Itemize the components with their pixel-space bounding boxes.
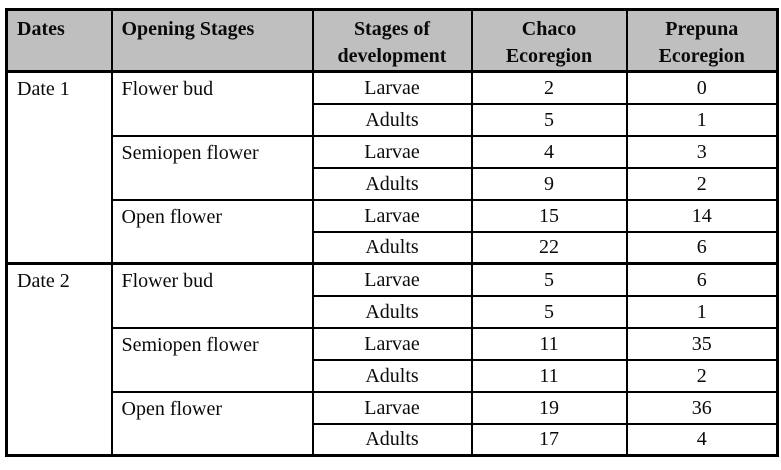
cell-opening-stage: Flower bud: [110, 70, 314, 137]
cell-prepuna-value: 1: [625, 294, 779, 329]
cell-opening-stage: Open flower: [110, 198, 314, 265]
cell-opening-stage: Flower bud: [110, 262, 314, 329]
cell-prepuna-value: 1: [625, 102, 779, 137]
table-row: Adults 5 1: [7, 294, 779, 329]
cell-prepuna-value: 6: [625, 230, 779, 265]
table-row: Date 1 Flower bud Larvae 2 0: [5, 70, 779, 265]
cell-chaco-value: 17: [470, 422, 628, 457]
cell-prepuna-value: 3: [625, 134, 779, 169]
table-row: Adults 9 2: [7, 166, 779, 201]
cell-chaco-value: 5: [470, 102, 628, 137]
cell-chaco-value: 11: [470, 358, 628, 393]
cell-chaco-value: 15: [470, 198, 628, 233]
cell-development-stage: Adults: [311, 422, 473, 457]
cell-chaco-value: 2: [470, 70, 628, 105]
cell-development-stage: Adults: [311, 102, 473, 137]
table-row: Open flower Larvae 15 14: [7, 198, 779, 265]
cell-opening-stage: Open flower: [110, 390, 314, 457]
table-row: Adults 11 2: [7, 358, 779, 393]
cell-prepuna-value: 2: [625, 166, 779, 201]
cell-opening-stage: Semiopen flower: [110, 326, 314, 393]
cell-date-2: Date 2: [5, 262, 113, 457]
cell-prepuna-value: 36: [625, 390, 779, 425]
cell-opening-stage: Semiopen flower: [110, 134, 314, 201]
table-row: Semiopen flower Larvae 4 3: [7, 134, 779, 201]
cell-chaco-value: 5: [470, 294, 628, 329]
header-cell-chaco: Chaco Ecoregion: [470, 8, 628, 73]
header-cell-development: Stages of development: [311, 8, 473, 73]
table-body: Date 1 Flower bud Larvae 2 0 Adults 5 1 …: [5, 70, 779, 457]
cell-development-stage: Larvae: [311, 70, 473, 105]
cell-development-stage: Larvae: [311, 134, 473, 169]
header-cell-dates: Dates: [5, 8, 113, 73]
table-row: Adults 17 4: [7, 422, 779, 457]
table-header: Dates Opening Stages Stages of developme…: [5, 8, 779, 73]
cell-prepuna-value: 35: [625, 326, 779, 361]
cell-chaco-value: 9: [470, 166, 628, 201]
cell-development-stage: Adults: [311, 166, 473, 201]
cell-chaco-value: 5: [470, 262, 628, 297]
cell-date-1: Date 1: [5, 70, 113, 265]
header-cell-opening-stages: Opening Stages: [110, 8, 314, 73]
ecoregion-counts-table: Dates Opening Stages Stages of developme…: [5, 8, 779, 457]
cell-development-stage: Adults: [311, 230, 473, 265]
table-row: Date 2 Flower bud Larvae 5 6: [5, 262, 779, 457]
cell-development-stage: Adults: [311, 358, 473, 393]
cell-prepuna-value: 4: [625, 422, 779, 457]
cell-development-stage: Larvae: [311, 390, 473, 425]
table-row: Semiopen flower Larvae 11 35: [7, 326, 779, 393]
cell-prepuna-value: 2: [625, 358, 779, 393]
cell-chaco-value: 19: [470, 390, 628, 425]
table-row: Adults 5 1: [7, 102, 779, 137]
table-row: Adults 22 6: [7, 230, 779, 265]
header-cell-prepuna: Prepuna Ecoregion: [625, 8, 779, 73]
cell-development-stage: Larvae: [311, 262, 473, 297]
cell-chaco-value: 11: [470, 326, 628, 361]
header-row: Dates Opening Stages Stages of developme…: [5, 8, 779, 73]
cell-chaco-value: 22: [470, 230, 628, 265]
table-row: Open flower Larvae 19 36: [7, 390, 779, 457]
cell-development-stage: Larvae: [311, 326, 473, 361]
cell-prepuna-value: 14: [625, 198, 779, 233]
cell-development-stage: Adults: [311, 294, 473, 329]
cell-development-stage: Larvae: [311, 198, 473, 233]
cell-chaco-value: 4: [470, 134, 628, 169]
cell-prepuna-value: 0: [625, 70, 779, 105]
cell-prepuna-value: 6: [625, 262, 779, 297]
